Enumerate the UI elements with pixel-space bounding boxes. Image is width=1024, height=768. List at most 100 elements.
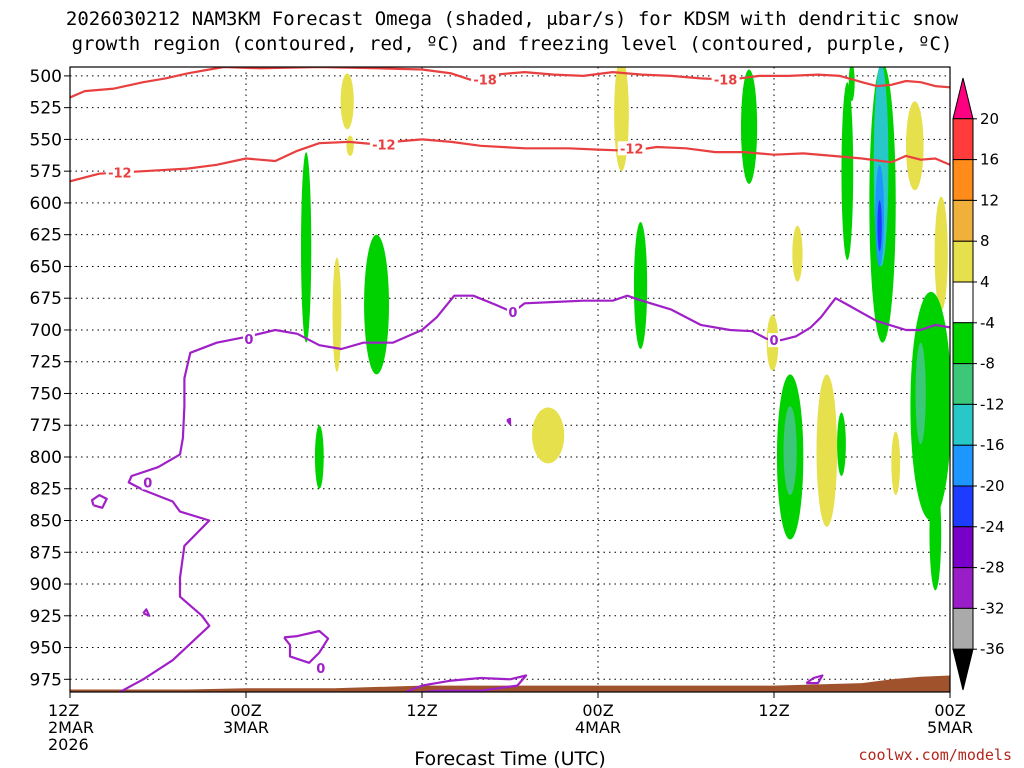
colorbar-tick-label: -4 <box>980 314 995 332</box>
freezing-contour-fragment <box>142 608 151 617</box>
colorbar-segment <box>952 77 974 120</box>
colorbar-tick-label: -16 <box>980 436 1005 454</box>
y-tick-label: 700 <box>30 321 62 341</box>
colorbar-tick-label: -20 <box>980 477 1005 495</box>
contour-label-bg <box>768 333 780 348</box>
omega-cell <box>877 200 882 252</box>
plot-background <box>70 67 950 692</box>
omega-cell <box>532 407 565 464</box>
y-tick-label: 975 <box>30 670 62 690</box>
colorbar-tick-label: 12 <box>980 191 999 209</box>
x-tick-label: 3MAR <box>223 718 269 737</box>
contour-layer: -18 -18 -12 -12 -12 0 0 0 0 0 <box>70 67 950 692</box>
colorbar-tick-label: 20 <box>980 110 999 128</box>
y-tick-label: 525 <box>30 99 62 119</box>
colorbar-segment <box>952 648 974 691</box>
terrain-layer <box>70 675 950 692</box>
colorbar-tick-label: -36 <box>980 640 1005 658</box>
x-tick-label: 12Z <box>48 701 79 720</box>
colorbar-segment <box>952 485 974 528</box>
x-tick-label: 00Z <box>230 701 261 720</box>
contour-label-bg <box>617 141 646 156</box>
plot-area: -18 -18 -12 -12 -12 0 0 0 0 0 <box>70 67 950 692</box>
y-tick-label: 575 <box>30 162 62 182</box>
colorbar-segment <box>952 363 974 405</box>
omega-cell <box>346 135 354 156</box>
contour-line <box>119 294 950 692</box>
colorbar-tick-label: 4 <box>980 273 990 291</box>
y-tick-label: 550 <box>30 130 62 150</box>
omega-cell <box>906 101 924 191</box>
omega-cell <box>915 342 926 445</box>
colorbar-segment <box>952 322 974 365</box>
colorbar: 20 16 12 8 4 -4 -8 -12 -16 -20 -24 -28 -32 -36 <box>952 77 1005 691</box>
y-tick-label: 750 <box>30 384 62 404</box>
x-tick-label: 00Z <box>934 701 965 720</box>
omega-cell <box>314 425 324 489</box>
colorbar-tick-label: 16 <box>980 151 999 169</box>
grid-layer <box>70 67 950 692</box>
contour-line <box>70 138 950 183</box>
colorbar-segment <box>952 526 974 569</box>
contour-label: -18 <box>473 74 497 89</box>
omega-cell <box>848 67 855 102</box>
colorbar-tick-label: 8 <box>980 232 990 250</box>
contour-label: 0 <box>316 662 325 677</box>
colorbar-tick-label: -12 <box>980 395 1005 413</box>
colorbar-tick-label: -24 <box>980 518 1005 536</box>
contour-label: -12 <box>108 166 132 181</box>
freezing-contour-fragment <box>506 417 512 426</box>
omega-cell <box>633 221 648 350</box>
y-tick-label: 925 <box>30 607 62 627</box>
x-tick-label: 12Z <box>758 701 789 720</box>
colorbar-segment <box>952 403 974 446</box>
y-tick-label: 650 <box>30 257 62 277</box>
x-tick-label: 4MAR <box>575 718 621 737</box>
omega-cell <box>816 374 838 527</box>
contour-label-bg <box>141 475 154 490</box>
chart-title-line-2: growth region (contoured, red, ºC) and f… <box>72 33 953 55</box>
colorbar-segment <box>952 281 974 324</box>
y-tick-label: 675 <box>30 289 62 309</box>
omega-cell <box>837 412 846 477</box>
y-tick-label: 725 <box>30 353 62 373</box>
contour-label: -12 <box>620 142 644 157</box>
omega-cell <box>364 234 389 375</box>
y-tick-label: 900 <box>30 575 62 595</box>
freezing-contour-fragment <box>805 674 824 685</box>
contour-label: 0 <box>769 334 778 349</box>
freezing-contour-fragment <box>283 629 330 664</box>
contour-label-bg <box>506 305 519 320</box>
colorbar-segment <box>952 240 974 283</box>
omega-cell <box>301 152 312 343</box>
x-tick-label: 2026 <box>48 735 89 754</box>
omega-cell <box>340 73 354 130</box>
contour-label-bg <box>711 72 740 87</box>
y-axis: 500 525 550 575 600 625 650 675 700 725 750 775 800 8… <box>30 67 70 690</box>
x-axis-label: Forecast Time (UTC) <box>414 748 605 768</box>
freezing-contour-fragment <box>90 494 108 509</box>
y-tick-label: 600 <box>30 194 62 214</box>
contour-label: 0 <box>244 333 253 348</box>
y-tick-label: 625 <box>30 226 62 246</box>
y-tick-label: 500 <box>30 67 62 87</box>
contour-label: -18 <box>714 74 738 89</box>
x-tick-label: 12Z <box>406 701 437 720</box>
contour-line <box>70 67 950 99</box>
contour-label: 0 <box>143 476 152 491</box>
omega-cell <box>332 257 342 372</box>
contour-label: 0 <box>508 306 517 321</box>
chart-title-line-1: 2026030212 NAM3KM Forecast Omega (shaded… <box>66 8 959 30</box>
colorbar-segment <box>952 567 974 609</box>
colorbar-segment <box>952 444 974 487</box>
y-tick-label: 775 <box>30 416 62 436</box>
contour-label-bg <box>105 165 134 180</box>
omega-cell <box>929 476 942 591</box>
colorbar-segment <box>952 118 974 161</box>
y-tick-label: 875 <box>30 543 62 563</box>
x-tick-label: 00Z <box>582 701 613 720</box>
colorbar-segment <box>952 199 974 242</box>
y-tick-label: 950 <box>30 639 62 659</box>
contour-label-bg <box>369 137 398 152</box>
